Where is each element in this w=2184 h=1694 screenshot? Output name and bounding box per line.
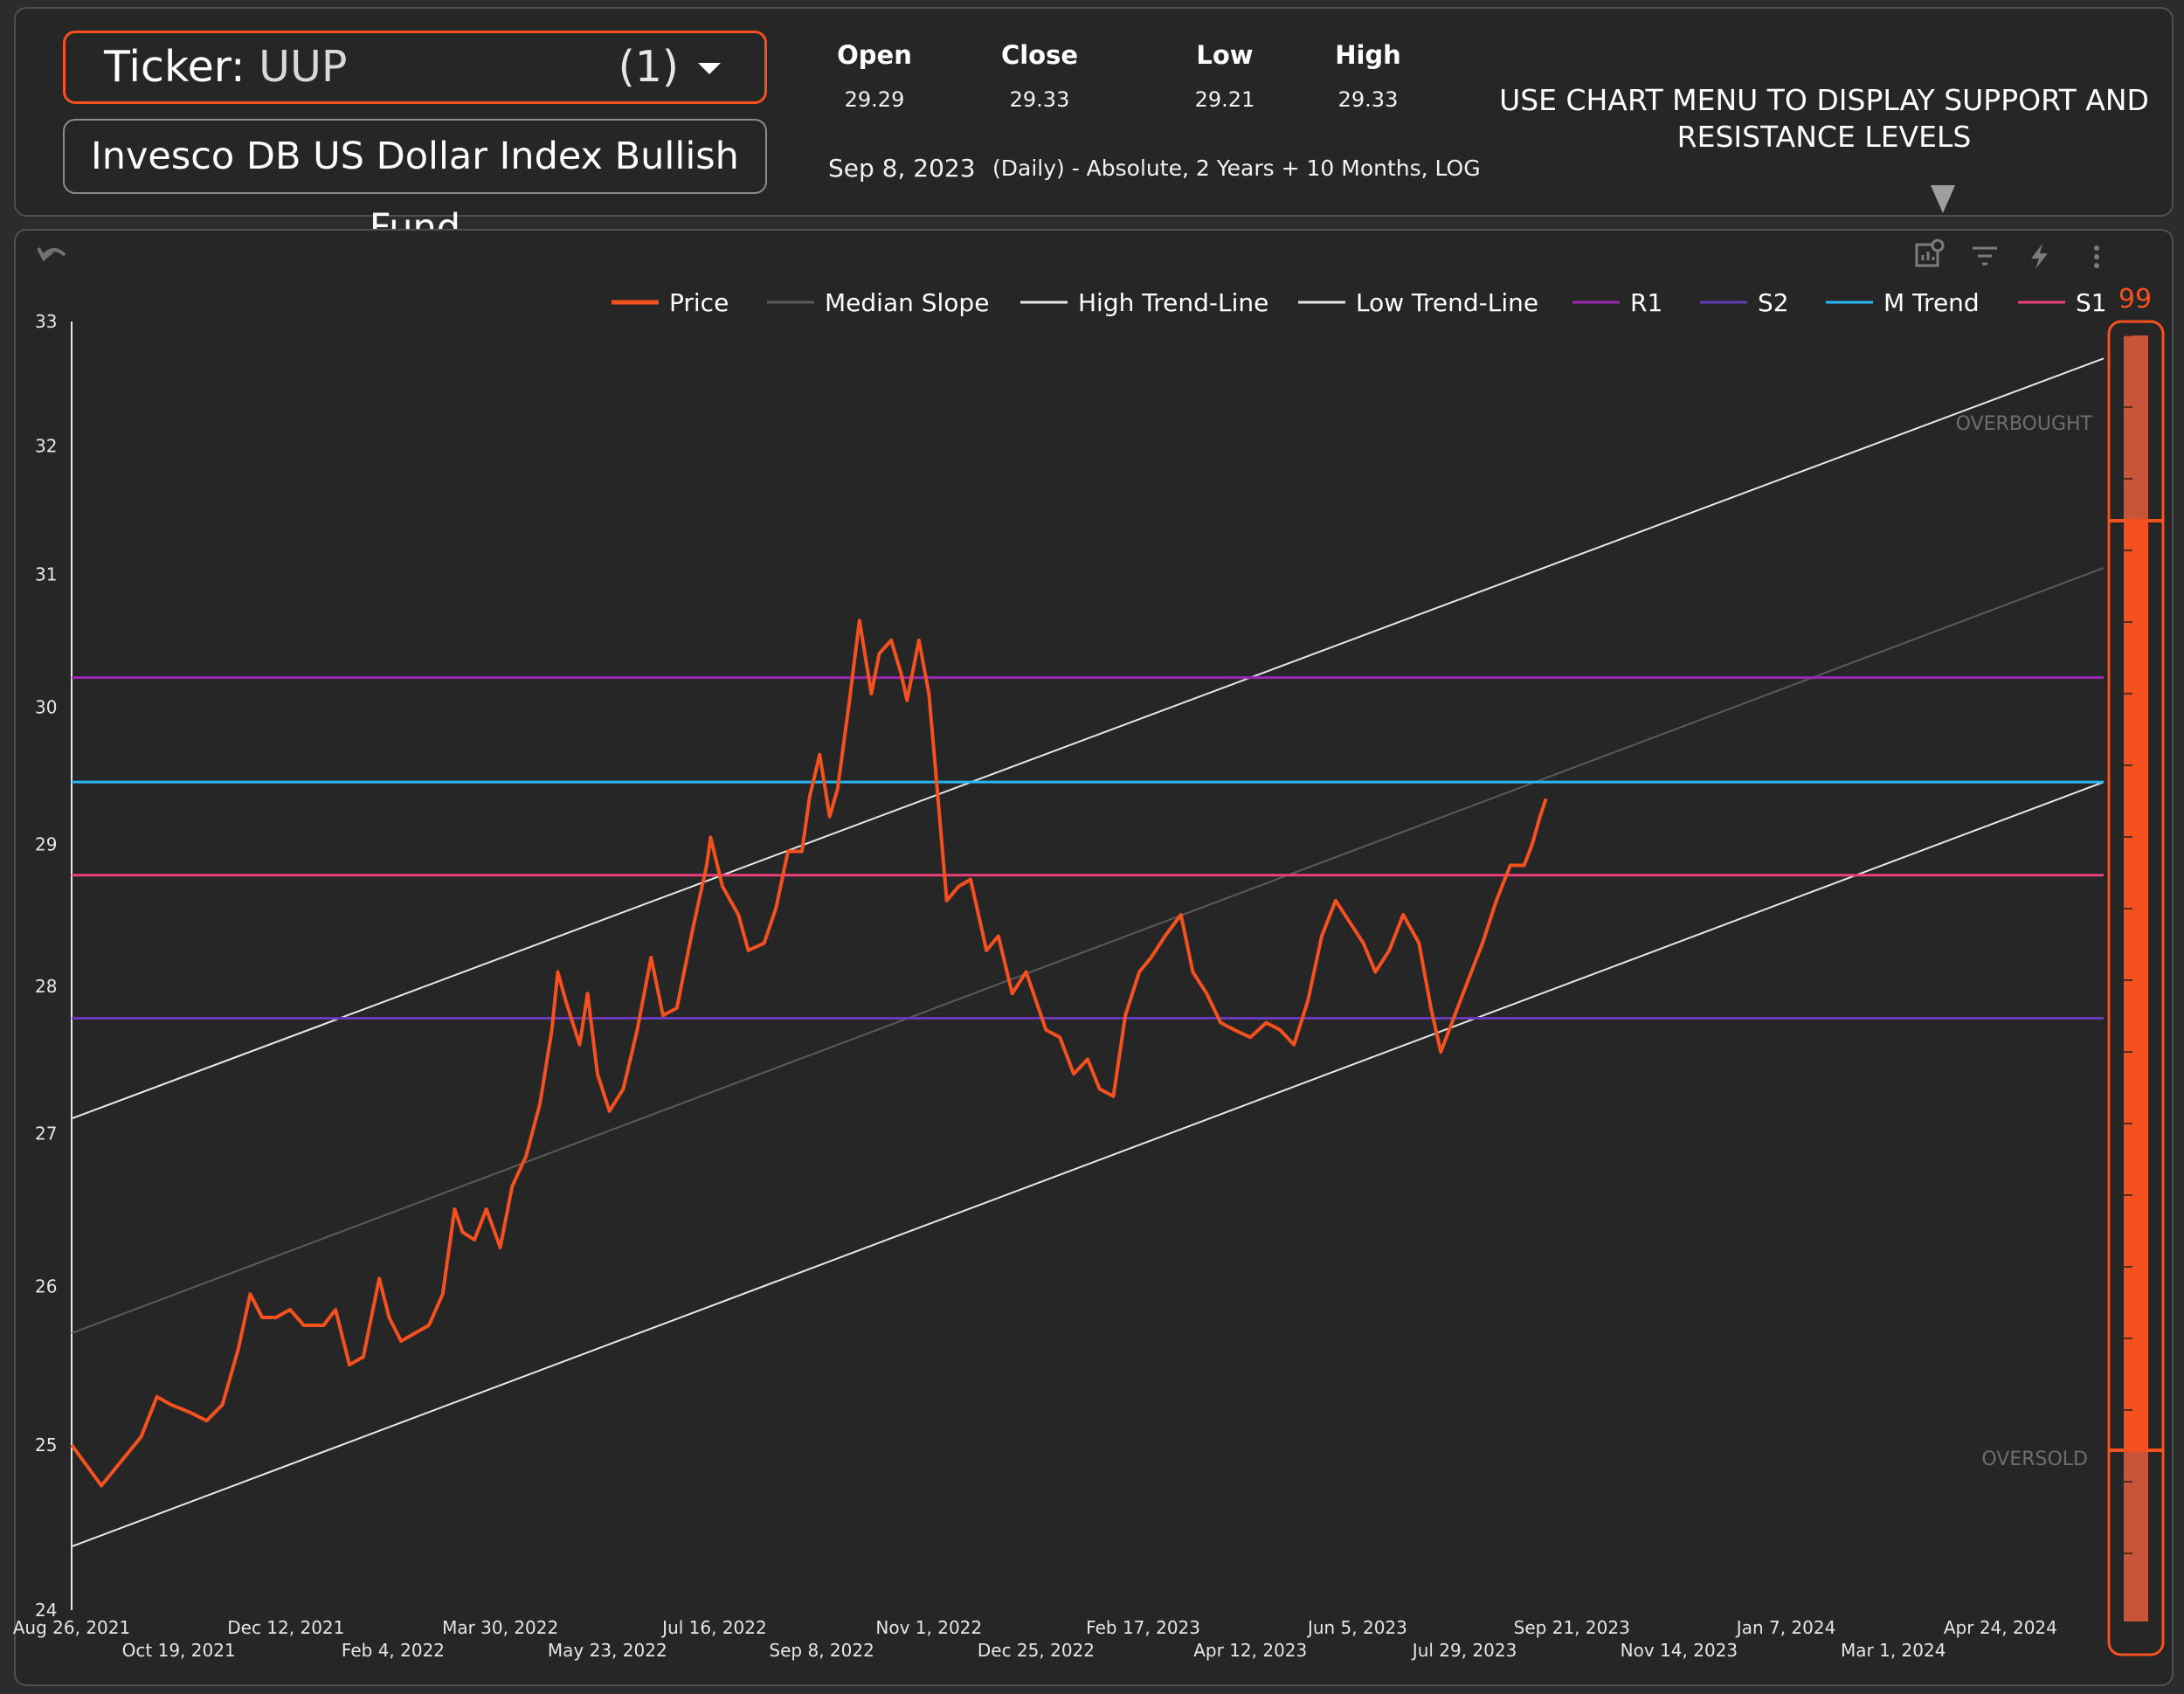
more-vertical-icon[interactable]: [2094, 245, 2099, 268]
legend-label: S1: [2076, 288, 2107, 317]
gauge-frame: [2107, 320, 2165, 1656]
triangle-down-icon: [1931, 185, 1955, 213]
legend-label: High Trend-Line: [1078, 288, 1268, 317]
ticker-label-group: Ticker: UUP: [104, 33, 347, 101]
y-tick-label: 31: [35, 564, 57, 585]
x-tick-label: Nov 1, 2022: [875, 1617, 982, 1638]
low-value: 29.21: [1194, 87, 1255, 112]
y-tick-label: 24: [35, 1600, 57, 1621]
ticker-label: Ticker:: [104, 42, 245, 92]
header-panel: Ticker: UUP (1) Invesco DB US Dollar Ind…: [14, 7, 2174, 250]
fund-name-box: Invesco DB US Dollar Index Bullish Fund: [63, 119, 767, 250]
gauge-value: 99: [2118, 284, 2152, 315]
menu-hint: USE CHART MENU TO DISPLAY SUPPORT AND RE…: [1499, 83, 2149, 154]
x-tick-label: Feb 4, 2022: [342, 1640, 445, 1661]
x-tick-label: Dec 25, 2022: [978, 1640, 1095, 1661]
chevron-down-icon[interactable]: [698, 63, 721, 74]
x-tick-label: Mar 1, 2024: [1841, 1640, 1946, 1661]
x-tick-label: Apr 12, 2023: [1193, 1640, 1307, 1661]
current-date: Sep 8, 2023: [828, 154, 976, 183]
open-label: Open: [837, 40, 912, 70]
y-tick-label: 29: [35, 833, 57, 854]
x-tick-label: May 23, 2022: [548, 1640, 667, 1661]
y-tick-label: 26: [35, 1276, 57, 1296]
y-axis: 24 25 26 27 28 29 30 31 32 33: [35, 311, 73, 1621]
legend-label: Price: [669, 288, 729, 317]
high-value: 29.33: [1337, 87, 1399, 112]
legend-label: Low Trend-Line: [1356, 288, 1538, 317]
rsi-gauge: 99 OVERBOUGHT OVERSOLD: [1956, 284, 2165, 1656]
x-tick-label: Sep 8, 2022: [769, 1640, 874, 1661]
x-tick-label: Dec 12, 2021: [227, 1617, 344, 1638]
x-tick-label: Jul 16, 2022: [660, 1617, 767, 1638]
x-tick-label: Aug 26, 2021: [13, 1617, 130, 1638]
x-tick-label: Nov 14, 2023: [1621, 1640, 1738, 1661]
legend-label: R1: [1630, 288, 1662, 317]
legend-label: M Trend: [1883, 288, 1980, 317]
range-info: (Daily) - Absolute, 2 Years + 10 Months,…: [992, 156, 1481, 181]
ticker-value: UUP: [259, 42, 348, 92]
chart-settings-icon[interactable]: [1915, 239, 1945, 267]
undo-icon[interactable]: [37, 247, 66, 262]
y-tick-label: 25: [35, 1435, 57, 1455]
gauge-overbought-zone: [2124, 335, 2148, 521]
lightning-icon[interactable]: [2031, 244, 2048, 269]
x-tick-label: Jul 29, 2023: [1411, 1640, 1517, 1661]
y-tick-label: 33: [35, 311, 57, 332]
close-label: Close: [1000, 40, 1079, 70]
x-tick-label: Jun 5, 2023: [1306, 1617, 1407, 1638]
price-line: [70, 619, 1548, 1488]
filter-icon[interactable]: [1973, 246, 1997, 266]
close-value: 29.33: [1009, 87, 1070, 112]
trend-line-high-trend-line: [71, 357, 2105, 1120]
fund-name: Invesco DB US Dollar Index Bullish Fund: [91, 135, 739, 250]
x-tick-label: Jan 7, 2024: [1735, 1617, 1836, 1638]
y-tick-label: 28: [35, 976, 57, 997]
trend-line-median-slope: [71, 567, 2105, 1334]
chart-panel: [14, 229, 2174, 1686]
x-tick-label: Feb 17, 2023: [1086, 1617, 1200, 1638]
y-tick-label: 27: [35, 1123, 57, 1144]
x-tick-label: Sep 21, 2023: [1514, 1617, 1630, 1638]
legend-label: Median Slope: [825, 288, 989, 317]
x-tick-label: Oct 19, 2021: [122, 1640, 236, 1661]
ticker-count: (1): [618, 42, 679, 92]
y-tick-label: 32: [35, 436, 57, 457]
x-tick-label: Mar 30, 2022: [442, 1617, 558, 1638]
x-tick-label: Apr 24, 2024: [1944, 1617, 2057, 1638]
legend-label: S2: [1758, 288, 1789, 317]
overbought-label: OVERBOUGHT: [1956, 413, 2093, 435]
y-tick-label: 30: [35, 696, 57, 717]
open-value: 29.29: [844, 87, 905, 112]
ticker-selector[interactable]: Ticker: UUP (1): [63, 31, 767, 104]
plot-lines: [70, 357, 2105, 1548]
chart-legend: Price Median Slope High Trend-Line Low Tren…: [612, 288, 2107, 317]
high-label: High: [1335, 40, 1401, 70]
oversold-label: OVERSOLD: [1981, 1449, 2088, 1470]
trend-line-low-trend-line: [71, 781, 2105, 1548]
gauge-level-fill: [2124, 521, 2148, 1450]
gauge-oversold-zone: [2124, 1450, 2148, 1621]
low-label: Low: [1196, 40, 1254, 70]
